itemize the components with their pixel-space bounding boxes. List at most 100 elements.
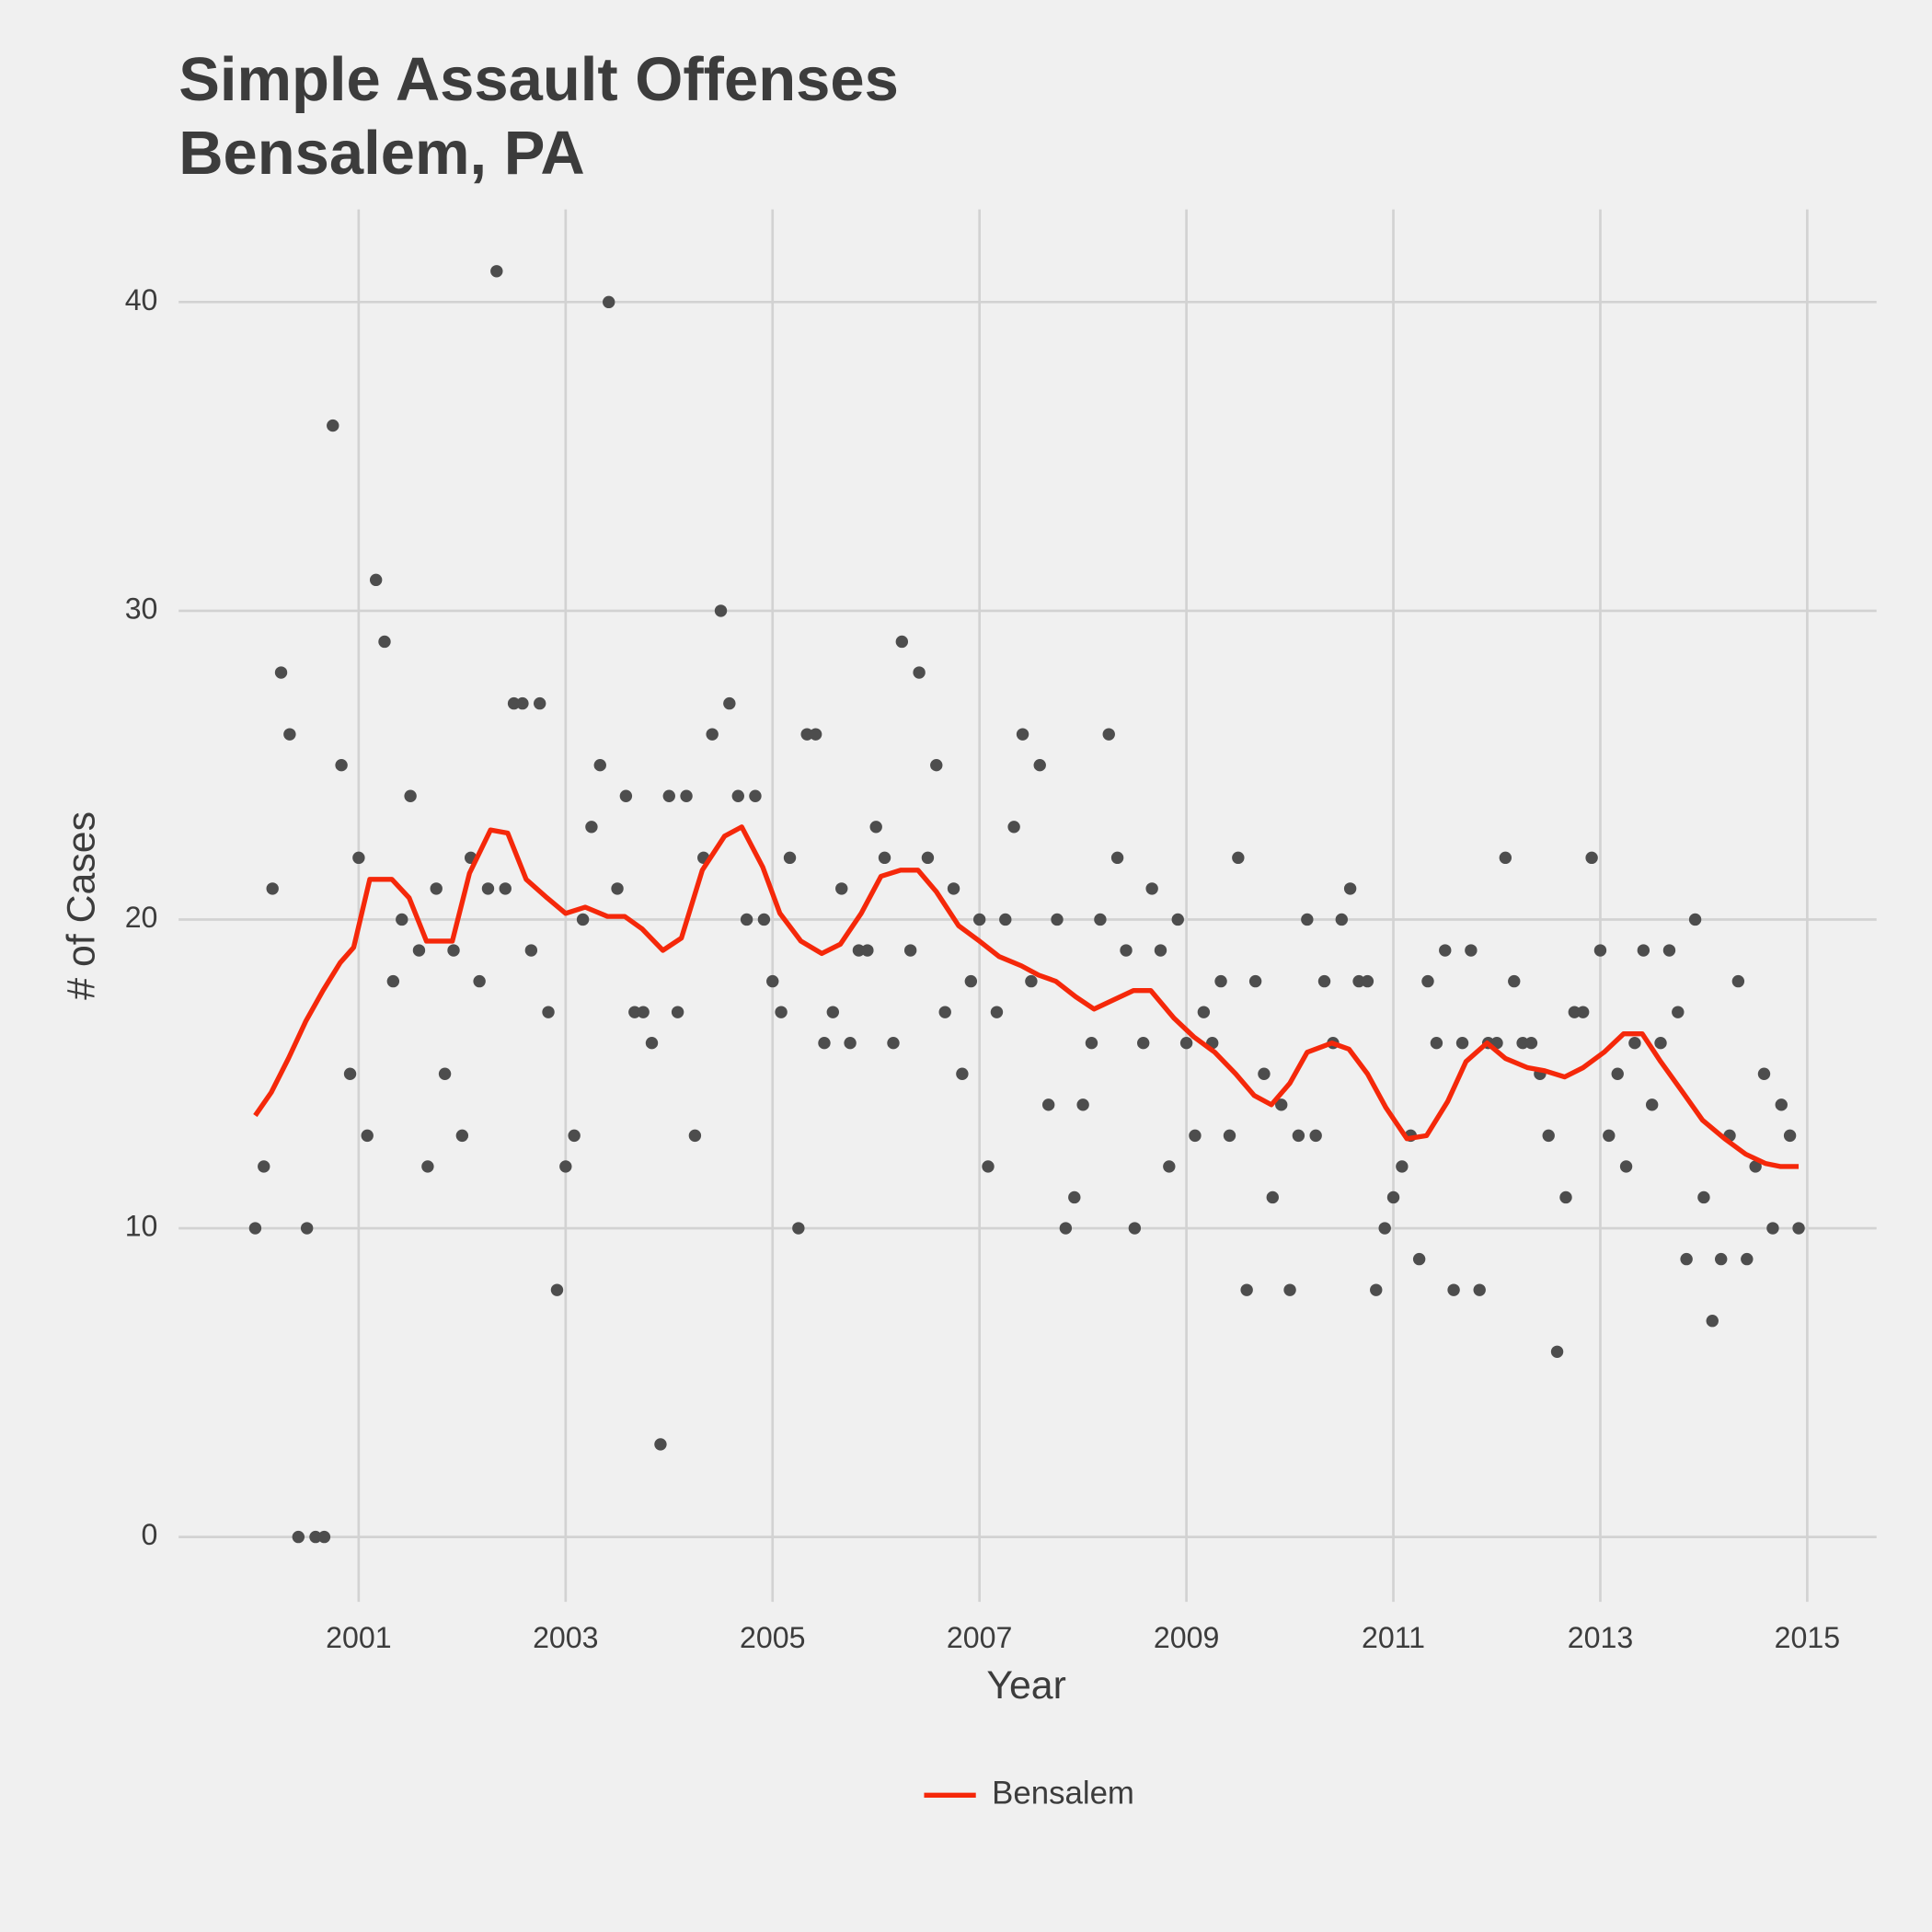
point <box>766 974 779 988</box>
point <box>542 1006 555 1018</box>
point <box>878 851 891 865</box>
point <box>964 974 978 988</box>
point <box>1741 1252 1754 1266</box>
point <box>749 789 762 802</box>
chart-title: Bensalem, PA <box>178 119 585 188</box>
point <box>1792 1222 1805 1235</box>
point <box>438 1067 452 1080</box>
point <box>1542 1129 1555 1143</box>
point <box>723 696 736 710</box>
point <box>740 913 753 926</box>
point <box>386 974 400 988</box>
point <box>869 821 882 834</box>
x-tick-label: 2003 <box>533 1621 598 1654</box>
point <box>1645 1098 1659 1111</box>
point <box>1352 974 1365 988</box>
point <box>1292 1129 1305 1143</box>
x-axis-title: Year <box>986 1663 1066 1708</box>
point <box>1189 1129 1202 1143</box>
point <box>999 913 1012 926</box>
point <box>895 635 909 649</box>
point <box>1232 851 1245 865</box>
point <box>706 728 719 741</box>
point <box>1550 1345 1564 1358</box>
point <box>1731 974 1745 988</box>
point <box>1128 1222 1142 1235</box>
point <box>585 821 598 834</box>
point <box>1214 974 1227 988</box>
legend: Bensalem <box>924 1776 1134 1811</box>
point <box>800 728 813 741</box>
point <box>844 1037 857 1050</box>
point <box>1223 1129 1236 1143</box>
point <box>576 913 590 926</box>
point <box>1662 944 1676 957</box>
point <box>1680 1252 1693 1266</box>
point <box>645 1037 659 1050</box>
point <box>430 882 443 895</box>
point <box>1568 1006 1581 1018</box>
point <box>1317 974 1331 988</box>
point <box>1154 944 1167 957</box>
y-tick-label: 10 <box>125 1210 158 1243</box>
point <box>1628 1037 1641 1050</box>
point <box>550 1283 564 1296</box>
point <box>1179 1037 1193 1050</box>
point <box>1051 913 1064 926</box>
point <box>1309 1129 1322 1143</box>
point <box>1041 1098 1055 1111</box>
point <box>499 882 512 895</box>
point <box>1137 1037 1150 1050</box>
point <box>1275 1098 1288 1111</box>
point <box>688 1129 702 1143</box>
point <box>1361 974 1374 988</box>
point <box>1697 1190 1710 1204</box>
point <box>1033 758 1046 772</box>
point <box>1593 944 1607 957</box>
x-tick-label: 2005 <box>740 1621 805 1654</box>
point <box>524 944 538 957</box>
point <box>1516 1037 1529 1050</box>
point <box>1301 913 1314 926</box>
point <box>1473 1283 1486 1296</box>
point <box>309 1530 322 1544</box>
point <box>1783 1129 1797 1143</box>
point <box>559 1160 572 1173</box>
point <box>1171 913 1184 926</box>
point <box>317 1530 331 1544</box>
point <box>637 1006 650 1018</box>
x-tick-label: 2009 <box>1154 1621 1219 1654</box>
point <box>412 944 426 957</box>
point <box>628 1006 641 1018</box>
point <box>1611 1067 1624 1080</box>
point <box>1016 728 1029 741</box>
point <box>619 789 633 802</box>
point <box>292 1530 305 1544</box>
point <box>757 913 771 926</box>
point <box>1412 1252 1426 1266</box>
point <box>396 913 408 926</box>
point <box>593 758 606 772</box>
point <box>680 789 693 802</box>
point <box>1465 944 1478 957</box>
point <box>1343 882 1357 895</box>
y-tick-label: 0 <box>142 1518 158 1551</box>
point <box>1094 913 1107 926</box>
point <box>507 696 521 710</box>
point <box>956 1067 969 1080</box>
point <box>913 666 926 679</box>
point <box>369 573 383 587</box>
point <box>1085 1037 1098 1050</box>
point <box>1145 882 1158 895</box>
point <box>671 1006 684 1018</box>
point <box>611 882 624 895</box>
point <box>1335 913 1348 926</box>
point <box>248 1222 262 1235</box>
point <box>1430 1037 1443 1050</box>
trend-line <box>253 824 1800 1169</box>
point <box>447 944 460 957</box>
point <box>1559 1190 1572 1204</box>
